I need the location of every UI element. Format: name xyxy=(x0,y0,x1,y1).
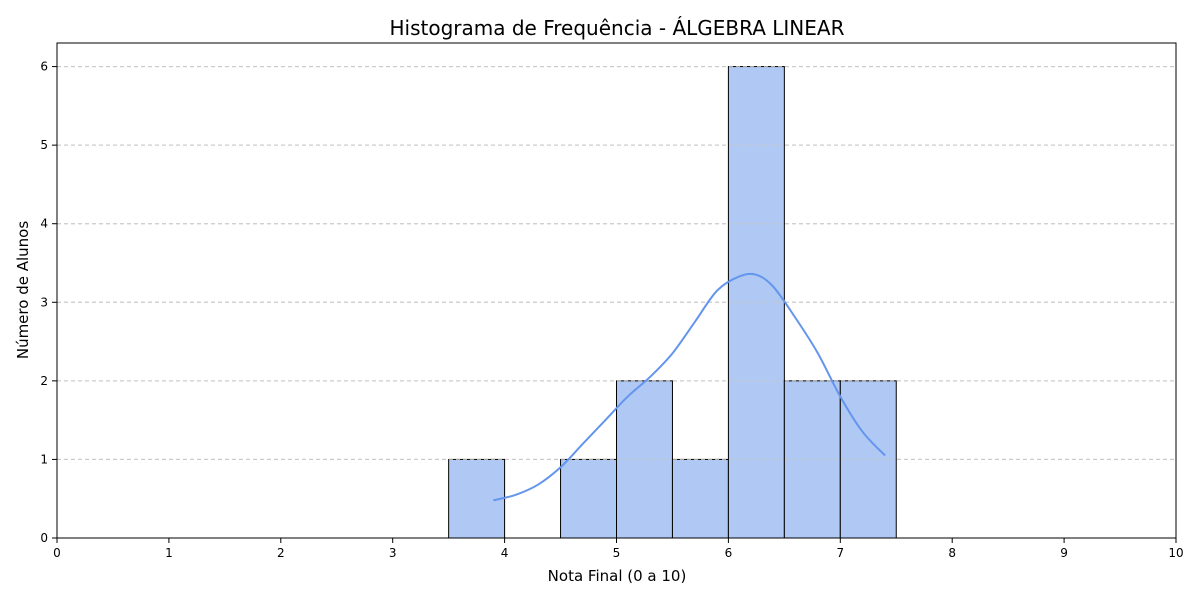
histogram-bar-4 xyxy=(671,458,729,539)
x-tick-label-0: 0 xyxy=(53,546,61,560)
y-tick-label-2: 2 xyxy=(40,374,48,388)
y-tick-label-0: 0 xyxy=(40,531,48,545)
x-tick-label-7: 7 xyxy=(836,546,844,560)
kde-curve xyxy=(493,272,886,502)
y-axis-title: Número de Alunos xyxy=(14,221,32,359)
y-tick-label-5: 5 xyxy=(40,138,48,152)
x-tick-label-5: 5 xyxy=(613,546,621,560)
x-axis-ticks: 0 1 2 3 4 5 6 7 8 9 10 xyxy=(53,538,1184,560)
x-tick-label-2: 2 xyxy=(277,546,285,560)
x-tick-label-9: 9 xyxy=(1060,546,1068,560)
histogram-bar-0 xyxy=(448,458,506,539)
x-tick-label-6: 6 xyxy=(725,546,733,560)
x-tick-label-3: 3 xyxy=(389,546,397,560)
histogram-bar-2 xyxy=(560,458,617,539)
kde-curve-layer xyxy=(493,272,886,502)
y-tick-label-3: 3 xyxy=(40,295,48,309)
x-axis-title: Nota Final (0 a 10) xyxy=(548,567,687,585)
y-tick-label-4: 4 xyxy=(40,217,48,231)
chart-title: Histograma de Frequência - ÁLGEBRA LINEA… xyxy=(390,16,845,40)
y-axis-ticks: 0 1 2 3 4 5 6 xyxy=(40,60,57,545)
y-tick-label-6: 6 xyxy=(40,60,48,74)
x-tick-label-8: 8 xyxy=(948,546,956,560)
y-tick-label-1: 1 xyxy=(40,452,48,466)
x-tick-label-4: 4 xyxy=(501,546,509,560)
x-tick-label-1: 1 xyxy=(165,546,173,560)
histogram-bars xyxy=(57,66,1176,539)
x-tick-label-10: 10 xyxy=(1168,546,1183,560)
